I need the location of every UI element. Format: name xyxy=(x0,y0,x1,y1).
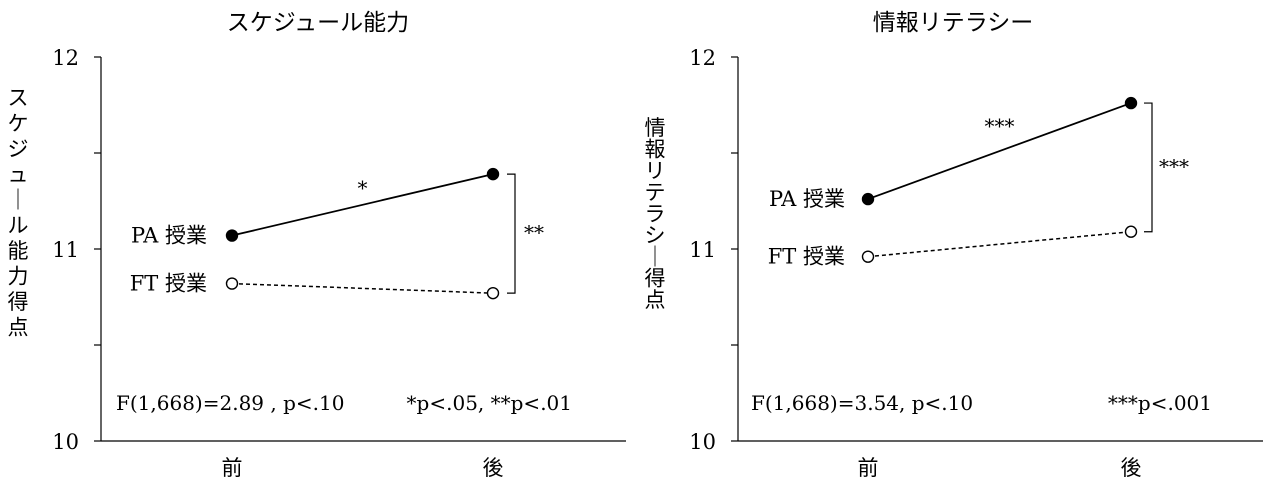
chart-title: スケジュール能力 xyxy=(227,10,409,36)
data-point-1-1 xyxy=(861,192,875,206)
bracket-annotation: *** xyxy=(1159,154,1189,178)
data-point-2-2 xyxy=(486,286,500,300)
x-tick-label: 後 xyxy=(483,456,504,480)
x-tick-label: 前 xyxy=(858,456,879,480)
series-line-1 xyxy=(231,173,494,237)
note-left: F(1,668)=2.89 , p<.10 xyxy=(116,391,344,415)
data-point-1-2 xyxy=(486,167,500,181)
bracket-annotation: ** xyxy=(524,221,544,245)
y-tick-label: 11 xyxy=(689,238,716,262)
data-point-1-2 xyxy=(1124,96,1138,110)
x-tick-label: 後 xyxy=(1121,456,1142,480)
y-tick-label: 12 xyxy=(689,46,716,70)
significance-bracket xyxy=(507,173,516,294)
slope-annotation: *** xyxy=(985,114,1015,138)
data-point-1-1 xyxy=(225,229,239,242)
note-left: F(1,668)=3.54, p<.10 xyxy=(751,391,973,415)
chart-title: 情報リテラシー xyxy=(873,10,1034,36)
series-label: FT 授業 xyxy=(130,272,207,296)
y-tick-label: 10 xyxy=(52,430,79,454)
data-point-2-1 xyxy=(225,277,239,290)
series-label: PA 授業 xyxy=(131,224,207,248)
series-label: PA 授業 xyxy=(769,187,845,211)
significance-bracket xyxy=(1144,102,1153,233)
y-tick-label: 11 xyxy=(52,238,79,262)
data-point-2-2 xyxy=(1124,225,1138,238)
note-right: ***p<.001 xyxy=(1108,391,1212,415)
y-axis-label: スケジュ｜ル能力得点 xyxy=(8,86,29,340)
note-right: *p<.05, **p<.01 xyxy=(407,391,572,415)
y-tick-label: 12 xyxy=(52,46,79,70)
data-point-2-1 xyxy=(861,250,875,263)
series-line-2 xyxy=(231,282,494,294)
x-tick-label: 前 xyxy=(222,456,243,480)
series-label: FT 授業 xyxy=(768,245,845,269)
series-line-1 xyxy=(867,102,1132,200)
y-axis-label: 情報リテラシ｜得点 xyxy=(645,116,666,312)
slope-annotation: * xyxy=(358,176,368,200)
y-tick-label: 10 xyxy=(689,430,716,454)
series-line-2 xyxy=(867,230,1132,258)
